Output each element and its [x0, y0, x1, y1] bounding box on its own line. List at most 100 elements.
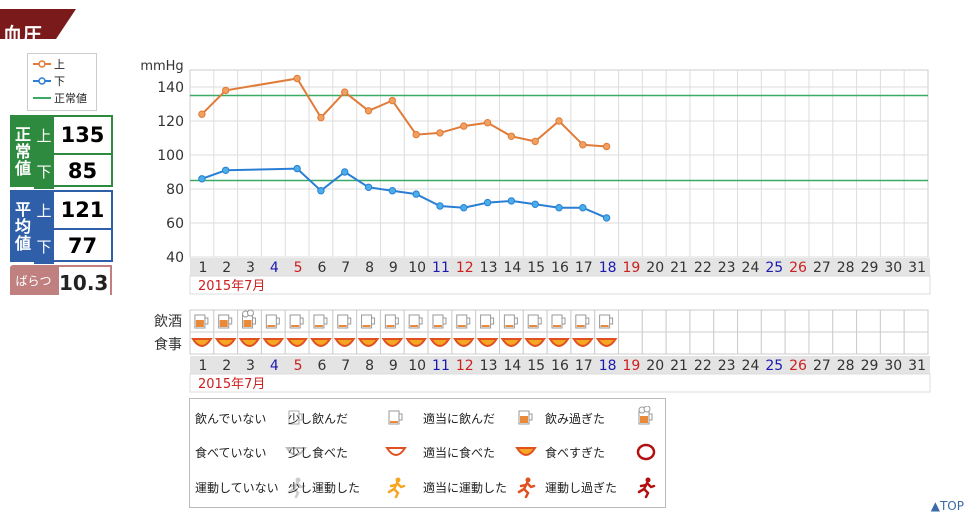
glass-body [313, 314, 325, 329]
glass-fill [267, 325, 276, 327]
lifestyle-day-label: 20 [646, 358, 664, 374]
section-title-tab: 血圧 [0, 9, 76, 46]
lifestyle-grid-cell [832, 331, 858, 355]
glass-handle [562, 317, 566, 325]
glass-body [388, 410, 400, 425]
bowl-shape [476, 338, 499, 347]
lifestyle-grid-cell [641, 331, 667, 355]
average-lower-label: 下 [34, 228, 54, 264]
chart-day-label: 4 [270, 260, 279, 276]
y-axis-label: mmHg [140, 59, 183, 74]
glass-body [432, 314, 444, 329]
title-tab-shape [0, 9, 76, 39]
bowl-too-much-icon [636, 443, 656, 461]
glass-body [265, 314, 277, 329]
lower-data-point [602, 214, 611, 222]
lifestyle-day-label: 7 [341, 358, 350, 374]
lower-data-point [436, 202, 444, 210]
glass-handle [609, 317, 614, 325]
normal-box-title: 正 常 値 [12, 117, 34, 185]
lifestyle-day-label: 24 [742, 358, 760, 374]
normal-box-title-char: 常 [14, 141, 31, 161]
lifestyle-day-label: 16 [551, 358, 569, 374]
chart-day-label: 5 [294, 260, 303, 276]
glass-little-icon [432, 314, 447, 329]
bowl-shape [452, 338, 475, 347]
bowl-moderate-icon [191, 338, 213, 347]
glass-handle [399, 413, 403, 421]
upper-data-point [436, 129, 444, 137]
glass-body [408, 314, 420, 329]
glass-handle [538, 317, 542, 325]
lifestyle-grid-cell [903, 309, 929, 333]
chart-day-label: 19 [623, 260, 641, 276]
lifestyle-grid-cell [213, 309, 239, 333]
chart-day-label: 24 [742, 260, 760, 276]
legend-text-meal-3: 食べすぎた [545, 445, 606, 460]
glass-little-icon [337, 314, 352, 329]
chart-day-label: 9 [389, 260, 398, 276]
lifestyle-grid-cell [784, 309, 810, 333]
lower-data-point [483, 198, 492, 207]
lower-data-point [579, 204, 587, 212]
plot-area [189, 69, 929, 258]
glass-moderate-icon [218, 314, 233, 329]
y-tick-label: 40 [166, 250, 184, 266]
bowl-shape [214, 338, 237, 347]
glass-empty-icon [288, 410, 303, 425]
glass-handle [585, 317, 590, 325]
bowl-shape [333, 338, 356, 347]
bowl-moderate-icon [476, 338, 499, 347]
glass-fill [314, 325, 323, 327]
lifestyle-day-label: 11 [432, 358, 450, 374]
lifestyle-day-label: 5 [294, 358, 303, 374]
glass-body [288, 410, 300, 425]
chart-day-label: 11 [432, 260, 450, 276]
glass-handle [299, 413, 303, 421]
glass-body [384, 314, 396, 329]
chart-legend: 上 下 正常値 [27, 53, 97, 111]
normal-line-icon [33, 97, 51, 99]
back-to-top-link[interactable]: ▲TOP [930, 499, 964, 513]
bowl-shape [500, 338, 523, 347]
glass-body [480, 314, 492, 329]
bowl-shape [286, 338, 308, 347]
lower-series-line [201, 167, 608, 219]
glass-handle [466, 317, 471, 325]
average-box-title-char: 平 [14, 199, 31, 219]
bowl-moderate-icon [214, 338, 237, 347]
glass-body [218, 314, 230, 329]
lifestyle-grid-cell [665, 309, 691, 333]
normal-upper-label: 上 [34, 117, 54, 153]
runner-body [387, 481, 406, 499]
lifestyle-grid-cell [760, 331, 786, 355]
bowl-moderate-icon [333, 338, 356, 347]
glass-little-icon [388, 410, 403, 425]
lifestyle-grid-cell [784, 331, 810, 355]
glass-body [527, 314, 539, 329]
glass-too-much-icon [638, 406, 653, 425]
upper-data-point [364, 107, 373, 115]
chart-month-row [189, 275, 931, 295]
lower-data-point [364, 183, 373, 192]
chart-day-label: 26 [789, 260, 807, 276]
lifestyle-grid-cell [403, 309, 429, 333]
glass-moderate-icon [518, 410, 533, 425]
glass-little-icon [289, 314, 304, 329]
glass-handle [395, 317, 399, 325]
glass-body [361, 314, 373, 329]
chart-day-label: 13 [480, 260, 498, 276]
y-tick-label: 60 [166, 216, 184, 232]
legend-text-meal-1: 少し食べた [288, 445, 349, 460]
glass-foam [242, 310, 250, 318]
bowl-moderate-icon [262, 338, 285, 347]
glass-body [242, 314, 254, 329]
lifestyle-grid-cell [451, 331, 477, 355]
glass-handle [204, 317, 209, 325]
glass-foam [247, 309, 255, 317]
glass-little-icon [408, 314, 423, 329]
lifestyle-grid-cell [475, 309, 500, 333]
lower-data-point [460, 204, 468, 212]
bowl-empty-icon [285, 447, 307, 456]
glass-fill [457, 325, 466, 327]
